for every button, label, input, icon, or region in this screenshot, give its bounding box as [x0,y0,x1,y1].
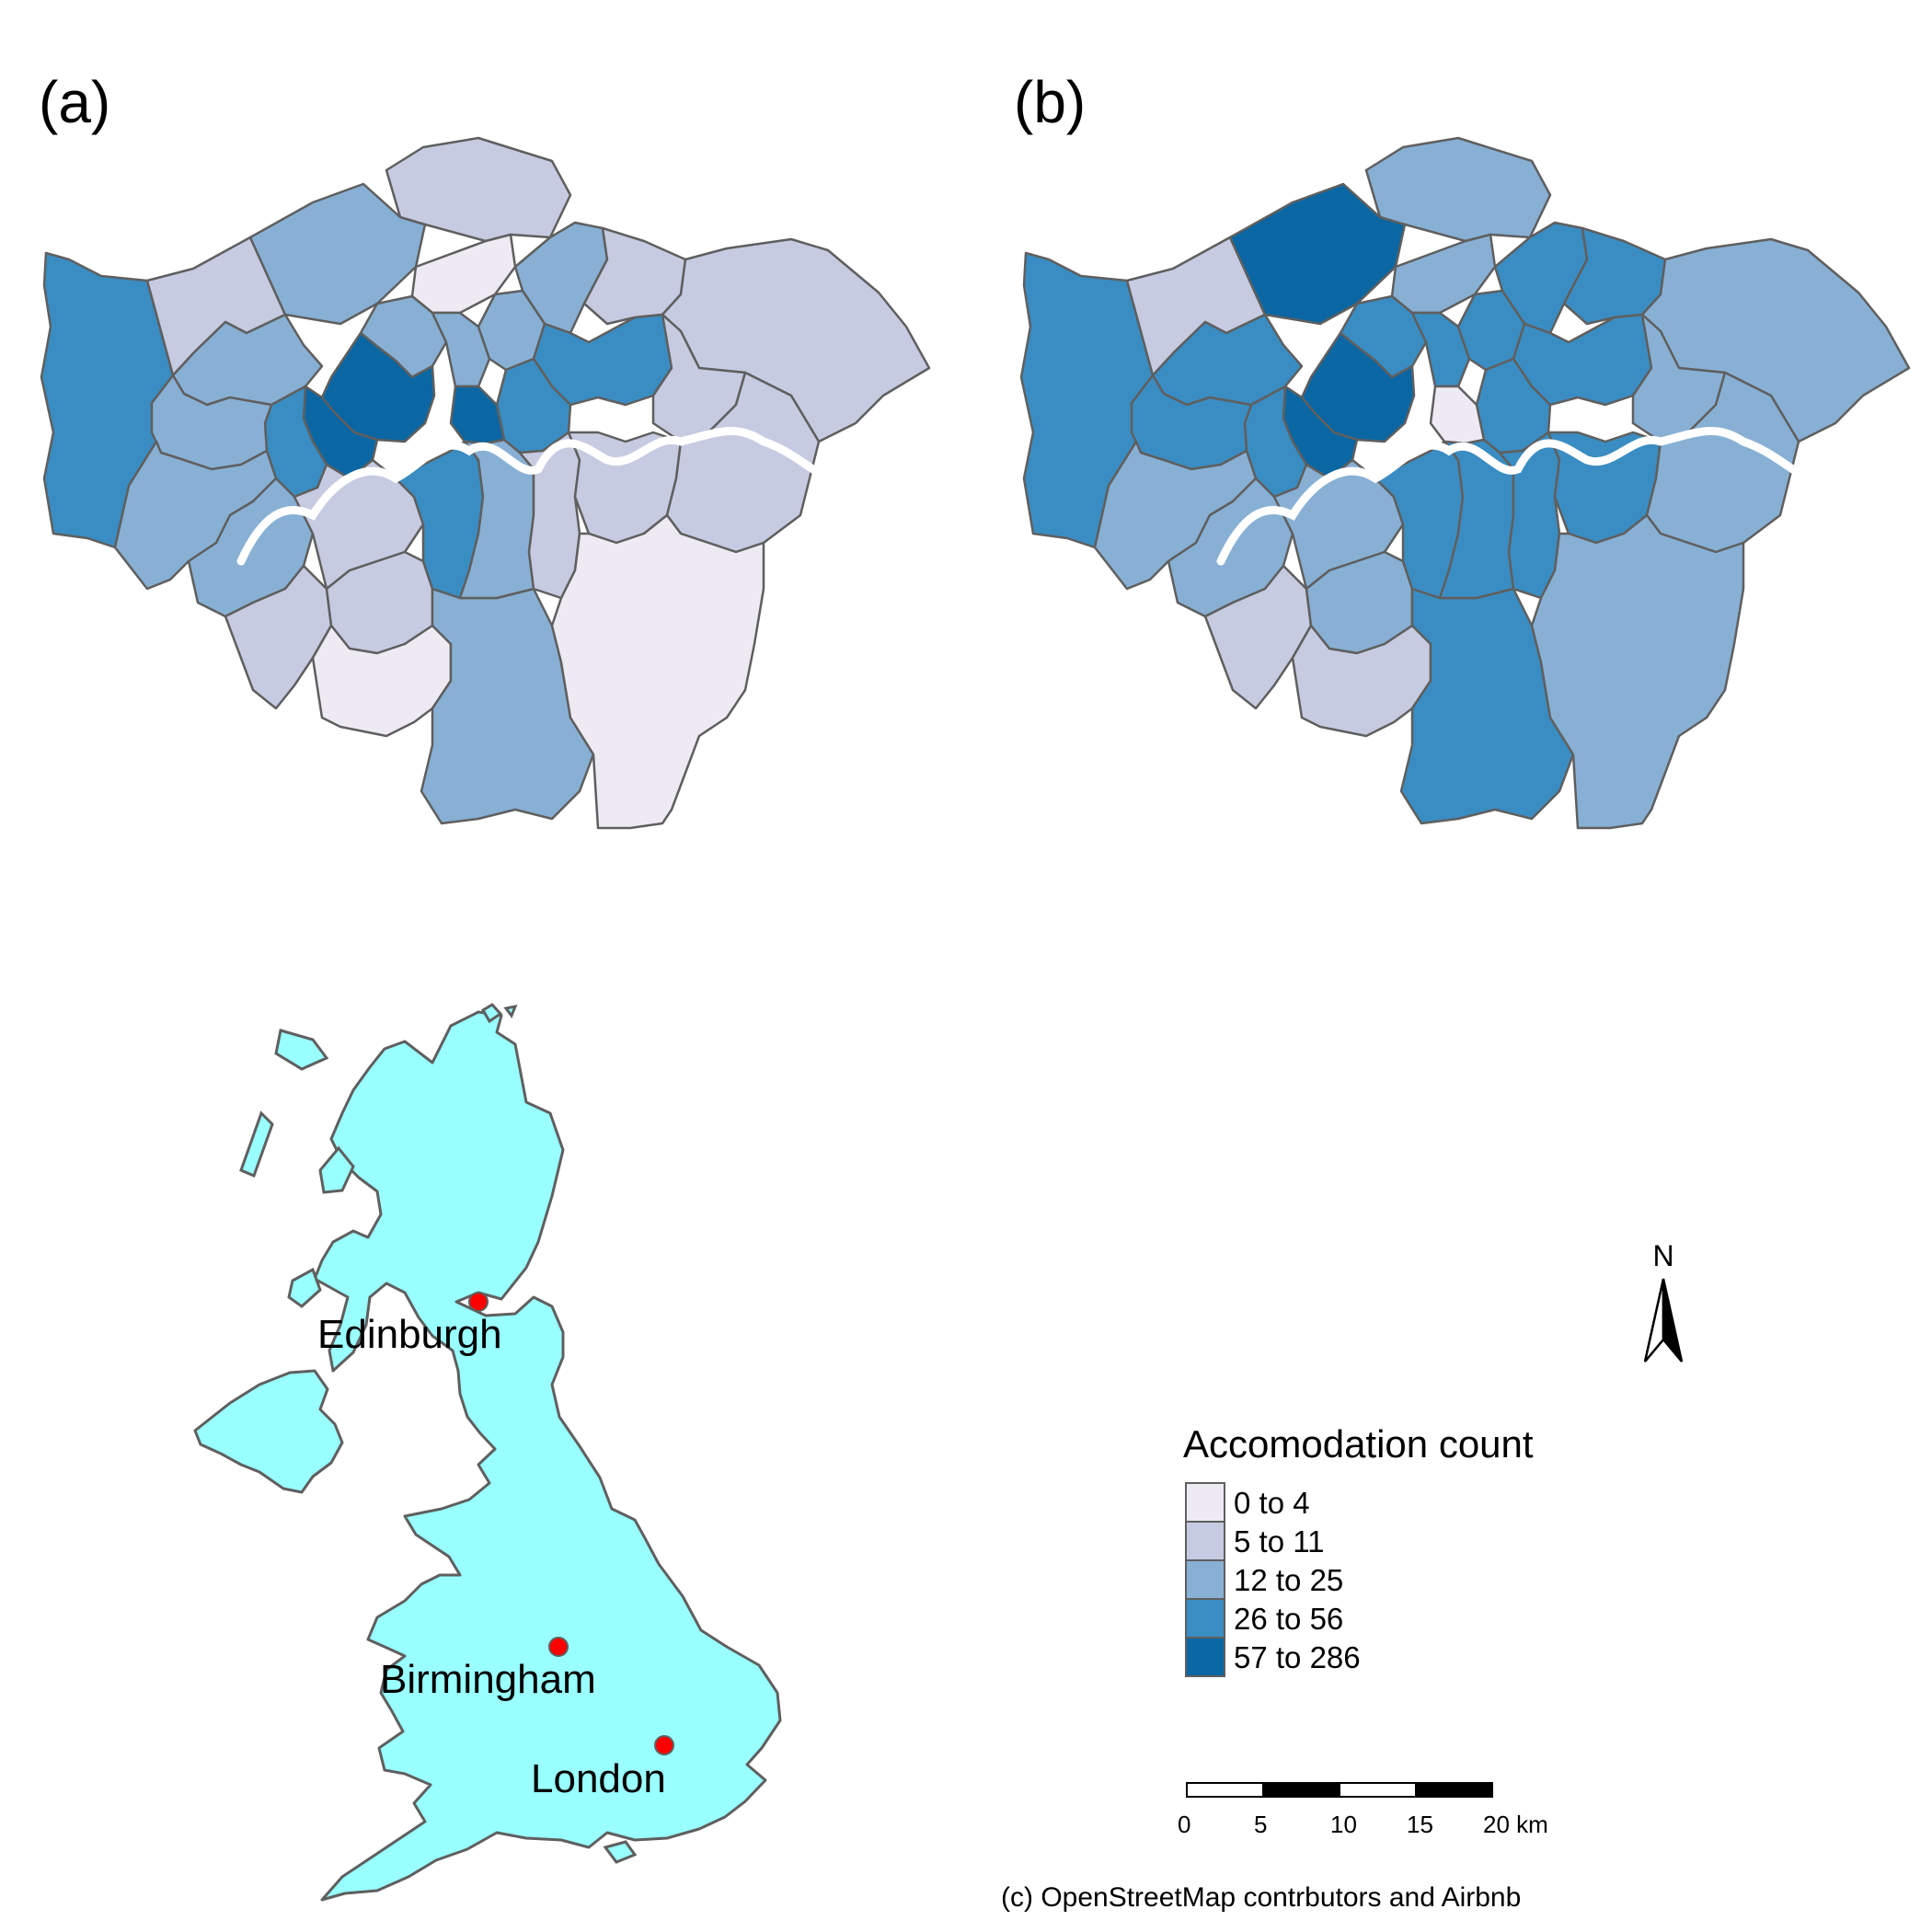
north-arrow: N [1643,1239,1684,1363]
islay-landmass [287,1267,322,1308]
scale-bar-tick-1: 5 [1254,1811,1267,1838]
london-map-a [40,136,931,830]
river-thames [236,426,833,566]
legend-label-4: 57 to 286 [1234,1640,1361,1674]
legend-swatch-2 [1185,1559,1225,1600]
scale-bar-segment-3 [1415,1782,1493,1798]
panel-label-a: (a) [39,69,111,135]
north-arrow-label: N [1652,1239,1673,1272]
great-britain-landmass [313,1010,782,1902]
city-marker-birmingham [548,1637,569,1657]
legend-label-1: 5 to 11 [1234,1524,1324,1558]
borough-waltham-forest [513,221,609,335]
uk-inset-map: Edinburgh Birmingham London [193,1003,782,1902]
legend-label-2: 12 to 25 [1234,1563,1343,1597]
north-arrow-right-half [1662,1278,1684,1363]
panel-label-b: (b) [1014,69,1087,135]
city-label-edinburgh: Edinburgh [317,1312,502,1357]
city-marker-london [654,1735,674,1755]
legend-swatch-0 [1185,1482,1225,1523]
borough-barnet [248,182,427,326]
hebrides-landmass [239,1029,329,1179]
borough-islington [431,311,491,388]
north-arrow-left-half [1643,1278,1665,1363]
borough-enfield [1364,136,1552,243]
city-marker-edinburgh [468,1292,489,1312]
scale-bar-tick-3: 15 [1407,1811,1433,1838]
scale-bar-segment-2 [1339,1782,1417,1798]
legend-swatch-4 [1185,1637,1225,1677]
borough-croydon [1399,587,1575,825]
legend-swatch-3 [1185,1598,1225,1639]
scale-bar-tick-2: 10 [1330,1811,1357,1838]
borough-bromley [550,513,765,830]
legend-swatch-1 [1185,1521,1225,1561]
borough-islington [1410,311,1471,388]
legend-title: Accomodation count [1183,1422,1534,1466]
city-label-birmingham: Birmingham [380,1657,596,1702]
borough-enfield [385,136,572,243]
borough-croydon [420,587,595,825]
city-label-london: London [531,1756,666,1801]
city-markers: Edinburgh Birmingham London [317,1292,674,1801]
scale-bar-segment-0 [1186,1782,1264,1798]
borough-city-of-london [449,385,506,445]
borough-barnet [1228,182,1407,326]
legend-label-0: 0 to 4 [1234,1486,1310,1520]
london-map-b [1019,136,1911,830]
orkney-landmass [480,1003,518,1024]
scale-bar-tick-0: 0 [1178,1811,1190,1838]
river-thames [1216,426,1812,566]
scale-bar: 0 5 10 15 20 km [1178,1782,1548,1838]
isle-of-wight-landmass [603,1840,638,1864]
legend-items: 0 to 4 5 to 11 12 to 25 26 to 56 57 to 286 [1185,1482,1361,1677]
legend: Accomodation count 0 to 4 5 to 11 12 to 25… [1183,1422,1534,1677]
northern-ireland-landmass [193,1369,344,1494]
scale-bar-tick-4: 20 km [1483,1811,1548,1838]
borough-city-of-london [1429,385,1486,445]
scale-bar-segment-1 [1262,1782,1340,1798]
legend-label-3: 26 to 56 [1234,1602,1343,1636]
borough-bromley [1530,513,1745,830]
borough-waltham-forest [1493,221,1589,335]
isle-of-skye-landmass [318,1145,355,1194]
credit-text: (c) OpenStreetMap contrbutors and Airbnb [1001,1882,1521,1913]
